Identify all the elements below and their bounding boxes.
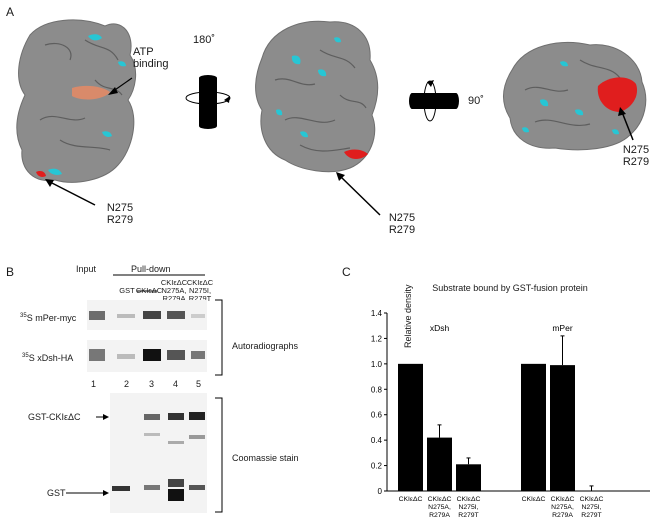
category-label: CKIεΔC bbox=[551, 496, 575, 503]
y-tick-label: 0 bbox=[378, 487, 383, 496]
category-label: CKIεΔC bbox=[580, 496, 604, 503]
n275-r279-site-2 bbox=[344, 149, 368, 159]
bar bbox=[521, 363, 546, 491]
y-tick-label: 1.4 bbox=[371, 309, 383, 318]
category-label: CKIεΔC bbox=[457, 496, 481, 503]
y-tick-label: 0.4 bbox=[371, 436, 383, 445]
gel-mper bbox=[87, 300, 207, 330]
gel-coomassie bbox=[110, 393, 207, 513]
gst-fusion-label: GST-CKIεΔC bbox=[28, 412, 81, 422]
chart-title: Substrate bound by GST-fusion protein bbox=[432, 283, 588, 293]
bar bbox=[427, 437, 452, 491]
lane-number-3: 3 bbox=[149, 379, 155, 389]
bar bbox=[398, 363, 423, 491]
lane-number-4: 4 bbox=[173, 379, 179, 389]
panel-b-label: B bbox=[6, 265, 15, 279]
lane-label-gst: GST bbox=[119, 286, 135, 295]
category-label: CKIεΔC bbox=[522, 496, 546, 503]
lane-label-n275i: CKIεΔC N275I, R279T bbox=[186, 278, 214, 303]
lane-label-n275a: CKIεΔC N275A, R279A bbox=[160, 278, 188, 303]
category-label: N275I, bbox=[581, 504, 601, 511]
lane-number-1: 1 bbox=[91, 379, 97, 389]
category-label: N275A, bbox=[551, 504, 574, 511]
bar bbox=[550, 365, 575, 491]
category-label: R279T bbox=[581, 512, 601, 518]
group-label: xDsh bbox=[430, 323, 450, 333]
autoradiographs-label: Autoradiographs bbox=[232, 341, 299, 351]
input-header: Input bbox=[76, 264, 97, 274]
n275-r279-site bbox=[36, 171, 46, 177]
residue-label-1: N275 R279 bbox=[106, 202, 134, 226]
category-label: R279A bbox=[429, 512, 450, 518]
pulldown-header: Pull-down bbox=[131, 264, 171, 274]
y-tick-label: 0.2 bbox=[371, 462, 383, 471]
category-label: CKIεΔC bbox=[399, 496, 423, 503]
n275-r279-site-3 bbox=[597, 77, 638, 112]
lane-number-2: 2 bbox=[124, 379, 130, 389]
residue-label-3: N275 R279 bbox=[622, 144, 650, 168]
rotation-180-label: 180˚ bbox=[193, 34, 216, 46]
group-label: mPer bbox=[552, 323, 572, 333]
rotation-90-label: 90˚ bbox=[468, 95, 484, 107]
category-label: CKIεΔC bbox=[428, 496, 452, 503]
row-label-xdsh: 35S xDsh-HA bbox=[22, 353, 74, 363]
coomassie-label: Coomassie stain bbox=[232, 453, 299, 463]
y-tick-label: 0.8 bbox=[371, 385, 383, 394]
gst-label: GST bbox=[47, 488, 66, 498]
y-tick-label: 1.0 bbox=[371, 360, 383, 369]
lane-number-5: 5 bbox=[196, 379, 202, 389]
panel-a-label: A bbox=[6, 5, 15, 19]
category-label: N275A, bbox=[428, 504, 451, 511]
bar bbox=[456, 464, 481, 491]
atp-binding-site bbox=[72, 85, 110, 100]
panel-c-label: C bbox=[342, 265, 351, 279]
category-label: R279T bbox=[458, 512, 478, 518]
residue-label-2: N275 R279 bbox=[388, 212, 416, 236]
category-label: R279A bbox=[552, 512, 573, 518]
lane-label-ckie: CKIεΔC bbox=[135, 286, 163, 295]
row-label-mper: 35S mPer-myc bbox=[20, 313, 77, 323]
atp-binding-label: ATP binding bbox=[133, 46, 169, 70]
y-tick-label: 0.6 bbox=[371, 411, 383, 420]
y-tick-label: 1.2 bbox=[371, 334, 383, 343]
gel-xdsh bbox=[87, 340, 207, 372]
category-label: N275I, bbox=[458, 504, 478, 511]
